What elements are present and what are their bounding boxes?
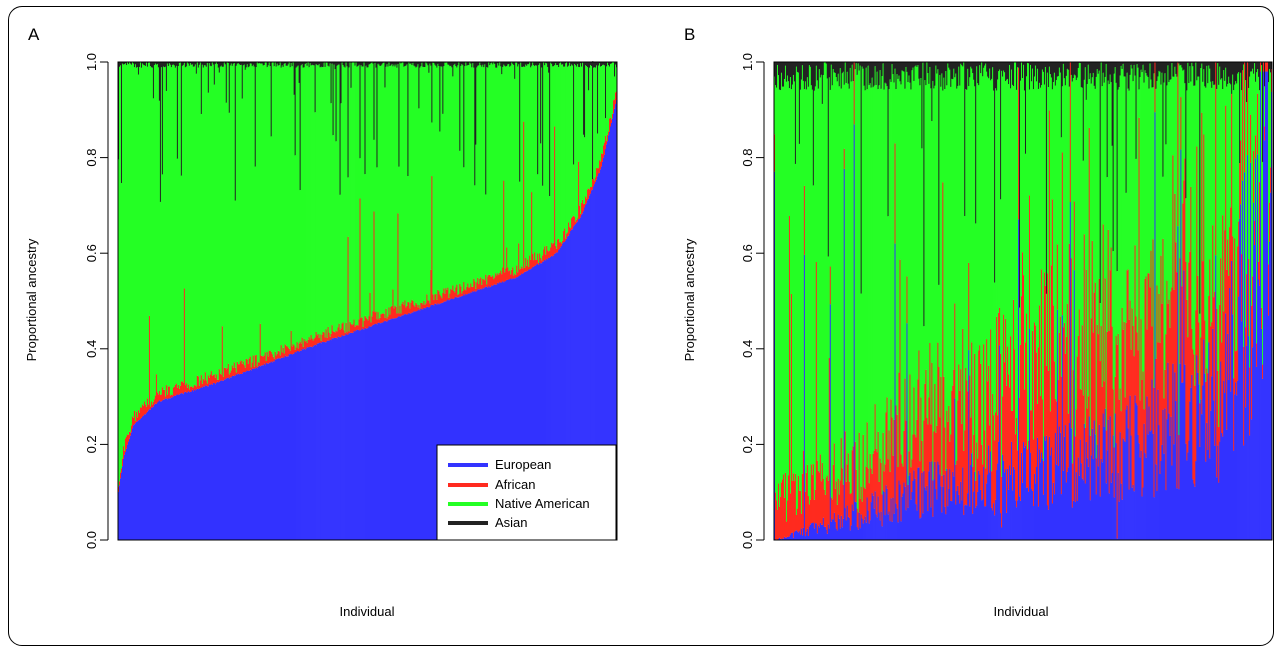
legend-label-african: African — [495, 477, 535, 492]
y-tick-label: 0.0 — [740, 531, 755, 549]
y-tick-label: 0.6 — [84, 244, 99, 262]
y-axis-title-a: Proportional ancestry — [24, 238, 39, 361]
y-tick-label: 0.2 — [740, 435, 755, 453]
legend-label-asian: Asian — [495, 515, 528, 530]
y-tick-label: 1.0 — [740, 53, 755, 71]
y-tick-label: 0.2 — [84, 435, 99, 453]
y-tick-label: 0.4 — [84, 340, 99, 358]
chart-canvas: A 0.0 0.2 0.4 0.6 0.8 1.0 Proportional ancest… — [0, 0, 1282, 617]
panel-label-a: A — [28, 25, 40, 44]
legend-label-native-american: Native American — [495, 496, 590, 511]
x-axis-title-a: Individual — [340, 604, 395, 617]
plot-b — [774, 62, 1272, 540]
y-tick-label: 0.4 — [740, 340, 755, 358]
y-axis-b: 0.0 0.2 0.4 0.6 0.8 1.0 — [740, 53, 764, 549]
x-axis-title-b: Individual — [994, 604, 1049, 617]
legend-label-european: European — [495, 457, 551, 472]
panel-label-b: B — [684, 25, 695, 44]
y-tick-label: 0.0 — [84, 531, 99, 549]
y-tick-label: 0.8 — [740, 149, 755, 167]
y-tick-label: 1.0 — [84, 53, 99, 71]
y-tick-label: 0.8 — [84, 149, 99, 167]
y-axis-a: 0.0 0.2 0.4 0.6 0.8 1.0 — [84, 53, 108, 549]
y-tick-label: 0.6 — [740, 244, 755, 262]
y-axis-title-b: Proportional ancestry — [682, 238, 697, 361]
legend: European African Native American Asian — [437, 445, 616, 540]
